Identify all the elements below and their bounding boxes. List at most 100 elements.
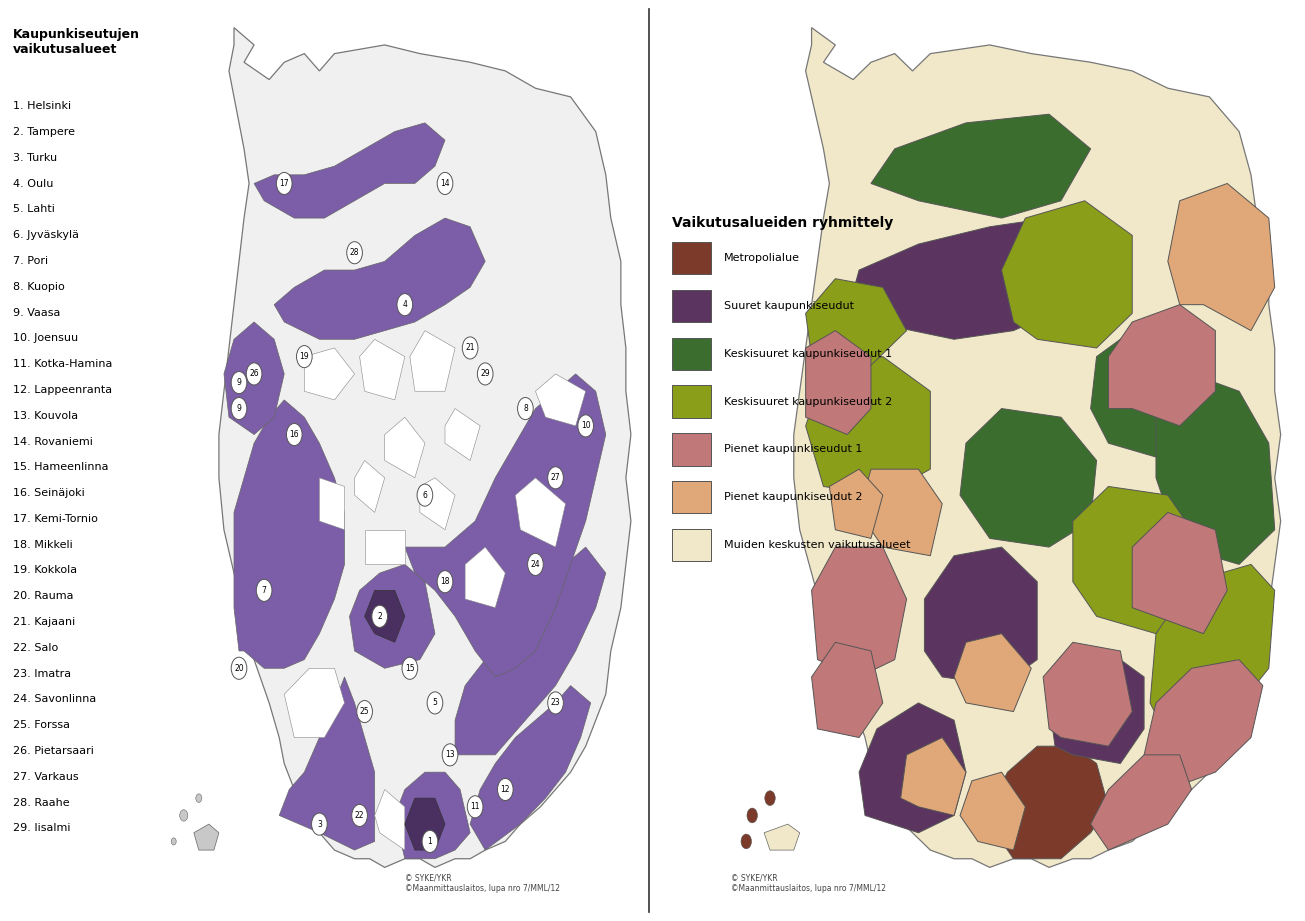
Polygon shape	[1043, 642, 1133, 746]
Circle shape	[372, 605, 388, 627]
Circle shape	[442, 744, 458, 766]
Text: 8. Kuopio: 8. Kuopio	[13, 282, 65, 292]
Text: 18: 18	[440, 577, 450, 586]
Text: 29. Iisalmi: 29. Iisalmi	[13, 823, 70, 834]
Polygon shape	[1144, 659, 1263, 789]
Polygon shape	[812, 547, 907, 677]
Text: 26. Pietarsaari: 26. Pietarsaari	[13, 746, 94, 756]
Polygon shape	[960, 409, 1096, 547]
Circle shape	[518, 398, 534, 420]
Circle shape	[171, 838, 176, 845]
FancyBboxPatch shape	[672, 434, 711, 466]
Text: 16: 16	[290, 430, 299, 439]
Text: Keskisuuret kaupunkiseudut 2: Keskisuuret kaupunkiseudut 2	[724, 397, 893, 406]
Text: 12. Lappeenranta: 12. Lappeenranta	[13, 385, 112, 395]
Circle shape	[746, 808, 757, 822]
Polygon shape	[765, 824, 800, 850]
Polygon shape	[445, 409, 480, 460]
Circle shape	[356, 701, 372, 723]
Polygon shape	[859, 469, 942, 555]
Polygon shape	[465, 547, 505, 608]
Circle shape	[287, 424, 301, 446]
Text: 2: 2	[377, 612, 382, 621]
Text: 11. Kotka-Hamina: 11. Kotka-Hamina	[13, 359, 112, 369]
Text: 16. Seinäjoki: 16. Seinäjoki	[13, 488, 85, 498]
Text: 13. Kouvola: 13. Kouvola	[13, 411, 78, 421]
FancyBboxPatch shape	[672, 289, 711, 322]
Circle shape	[231, 371, 247, 393]
Polygon shape	[1156, 374, 1275, 565]
Text: 2. Tampere: 2. Tampere	[13, 127, 76, 137]
Text: 26: 26	[249, 369, 258, 379]
Circle shape	[231, 658, 247, 680]
Text: 20: 20	[234, 664, 244, 672]
Text: 23. Imatra: 23. Imatra	[13, 669, 72, 679]
Polygon shape	[900, 738, 966, 815]
Text: 28. Raahe: 28. Raahe	[13, 798, 69, 808]
Text: 6: 6	[423, 491, 427, 499]
Text: 24: 24	[531, 560, 540, 569]
Polygon shape	[1133, 512, 1227, 634]
Polygon shape	[410, 331, 455, 391]
Text: 14. Rovaniemi: 14. Rovaniemi	[13, 437, 93, 447]
Polygon shape	[194, 824, 219, 850]
Polygon shape	[1002, 201, 1133, 348]
Text: 5. Lahti: 5. Lahti	[13, 204, 55, 215]
Text: 12: 12	[501, 785, 510, 794]
Text: 19: 19	[300, 352, 309, 361]
Circle shape	[765, 791, 775, 806]
Circle shape	[256, 579, 271, 601]
Circle shape	[347, 241, 363, 263]
Text: Keskisuuret kaupunkiseudut 1: Keskisuuret kaupunkiseudut 1	[724, 349, 893, 358]
Polygon shape	[279, 677, 375, 850]
Polygon shape	[224, 322, 284, 435]
FancyBboxPatch shape	[672, 482, 711, 514]
FancyBboxPatch shape	[672, 338, 711, 370]
Text: Metropolialue: Metropolialue	[724, 253, 800, 262]
Text: Kaupunkiseutujen
vaikutusalueet: Kaupunkiseutujen vaikutusalueet	[13, 28, 140, 55]
Text: 14: 14	[440, 179, 450, 188]
Circle shape	[497, 778, 513, 800]
Text: 21. Kajaani: 21. Kajaani	[13, 617, 76, 627]
Text: 25: 25	[360, 707, 369, 716]
Polygon shape	[805, 331, 870, 435]
Polygon shape	[219, 28, 630, 868]
Text: 9: 9	[236, 404, 241, 413]
Circle shape	[527, 554, 543, 576]
Polygon shape	[455, 547, 606, 755]
Circle shape	[418, 484, 433, 507]
Text: Suuret kaupunkiseudut: Suuret kaupunkiseudut	[724, 301, 855, 310]
Polygon shape	[320, 478, 345, 530]
Polygon shape	[1168, 183, 1275, 331]
Polygon shape	[847, 218, 1091, 339]
Polygon shape	[355, 460, 385, 512]
Circle shape	[467, 796, 483, 818]
Text: Pienet kaupunkiseudut 1: Pienet kaupunkiseudut 1	[724, 445, 863, 454]
Circle shape	[196, 794, 202, 802]
Polygon shape	[793, 28, 1280, 868]
Circle shape	[437, 172, 453, 194]
Polygon shape	[805, 279, 907, 366]
Text: 27. Varkaus: 27. Varkaus	[13, 772, 78, 782]
Circle shape	[478, 363, 493, 385]
Polygon shape	[394, 772, 470, 858]
Circle shape	[247, 363, 262, 385]
Text: 24. Savonlinna: 24. Savonlinna	[13, 694, 97, 705]
Polygon shape	[385, 417, 425, 478]
Circle shape	[741, 834, 752, 849]
Text: 18. Mikkeli: 18. Mikkeli	[13, 540, 73, 550]
Polygon shape	[360, 339, 405, 400]
Text: 20. Rauma: 20. Rauma	[13, 591, 73, 601]
Text: 17. Kemi-Tornio: 17. Kemi-Tornio	[13, 514, 98, 524]
Text: 27: 27	[551, 473, 560, 483]
Text: 3. Turku: 3. Turku	[13, 153, 57, 163]
Polygon shape	[1108, 305, 1215, 426]
Polygon shape	[954, 634, 1031, 712]
Polygon shape	[1091, 322, 1215, 460]
Text: 4. Oulu: 4. Oulu	[13, 179, 54, 189]
Text: 5: 5	[432, 698, 437, 707]
Circle shape	[397, 294, 412, 316]
Polygon shape	[405, 374, 606, 677]
Text: 15. Hameenlinna: 15. Hameenlinna	[13, 462, 108, 472]
Polygon shape	[350, 565, 435, 669]
